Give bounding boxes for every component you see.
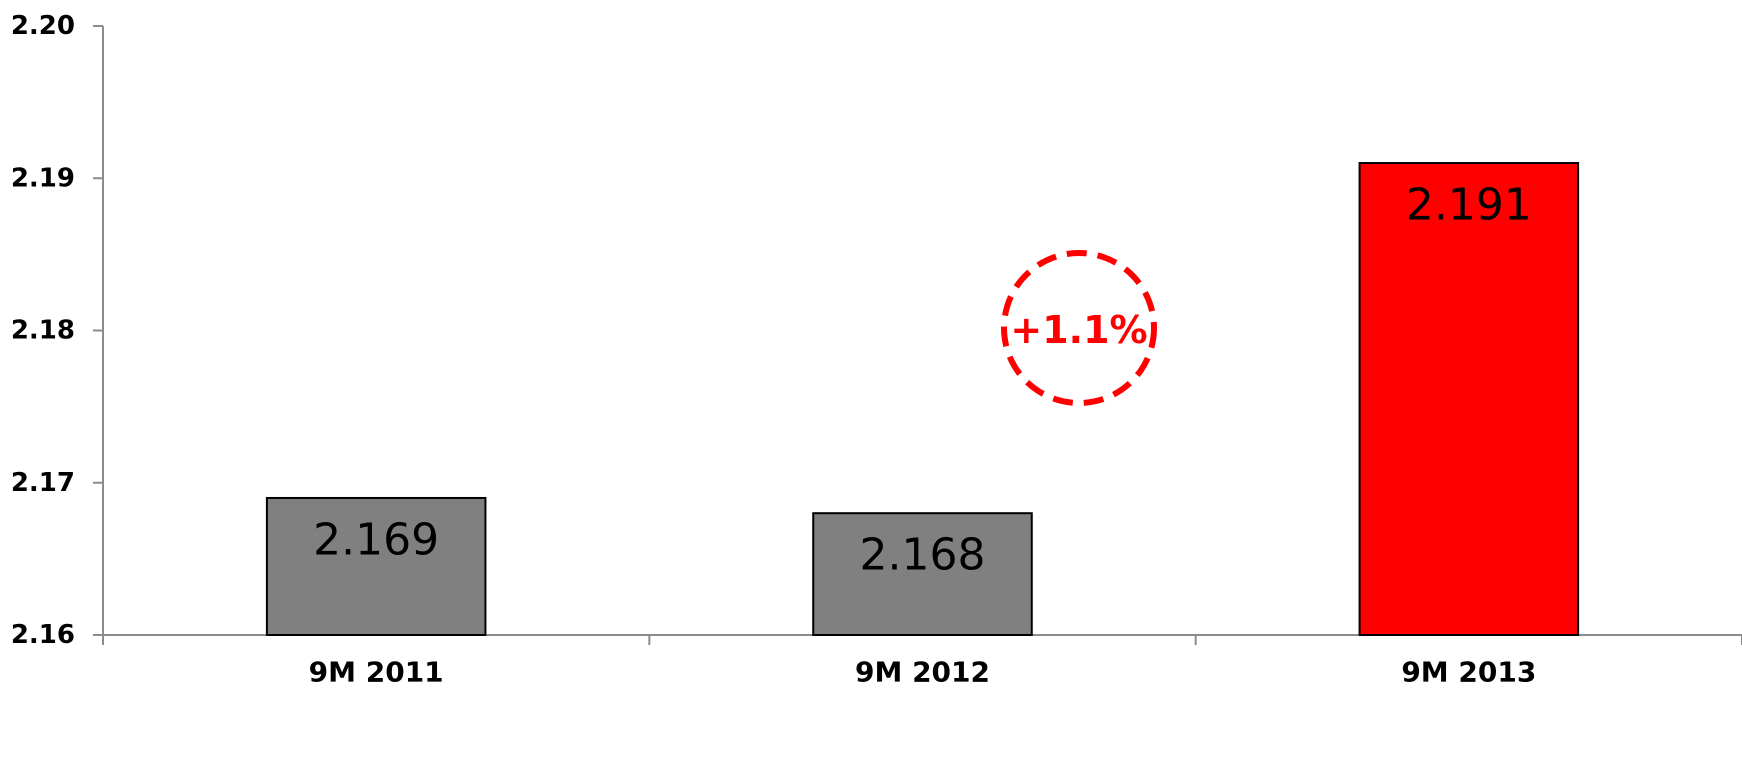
growth-annotation: +1.1%: [1001, 250, 1157, 406]
x-tick-label: 9M 2011: [309, 656, 444, 689]
annotation-circle: [1001, 250, 1157, 406]
y-tick-label: 2.18: [11, 316, 75, 346]
data-label: 2.191: [1406, 180, 1532, 231]
data-labels: 2.169 2.168 2.191: [313, 180, 1532, 581]
y-tick-label: 2.17: [11, 468, 75, 498]
annotation-label: +1.1%: [1010, 308, 1147, 352]
x-axis: 9M 2011 9M 2012 9M 2013: [102, 634, 1742, 689]
x-tick-label: 9M 2013: [1401, 656, 1536, 689]
y-tick-label: 2.20: [11, 11, 75, 41]
bar: [1358, 162, 1580, 636]
x-tick-label: 9M 2012: [855, 656, 990, 689]
y-axis: 2.16 2.17 2.18 2.19 2.20: [11, 11, 104, 650]
y-tick-label: 2.16: [11, 620, 75, 650]
bars: [265, 162, 1580, 637]
data-label: 2.168: [860, 530, 986, 581]
bar: [812, 512, 1033, 637]
data-label: 2.169: [313, 514, 439, 565]
bar: [265, 496, 487, 636]
y-tick-label: 2.19: [11, 163, 75, 193]
